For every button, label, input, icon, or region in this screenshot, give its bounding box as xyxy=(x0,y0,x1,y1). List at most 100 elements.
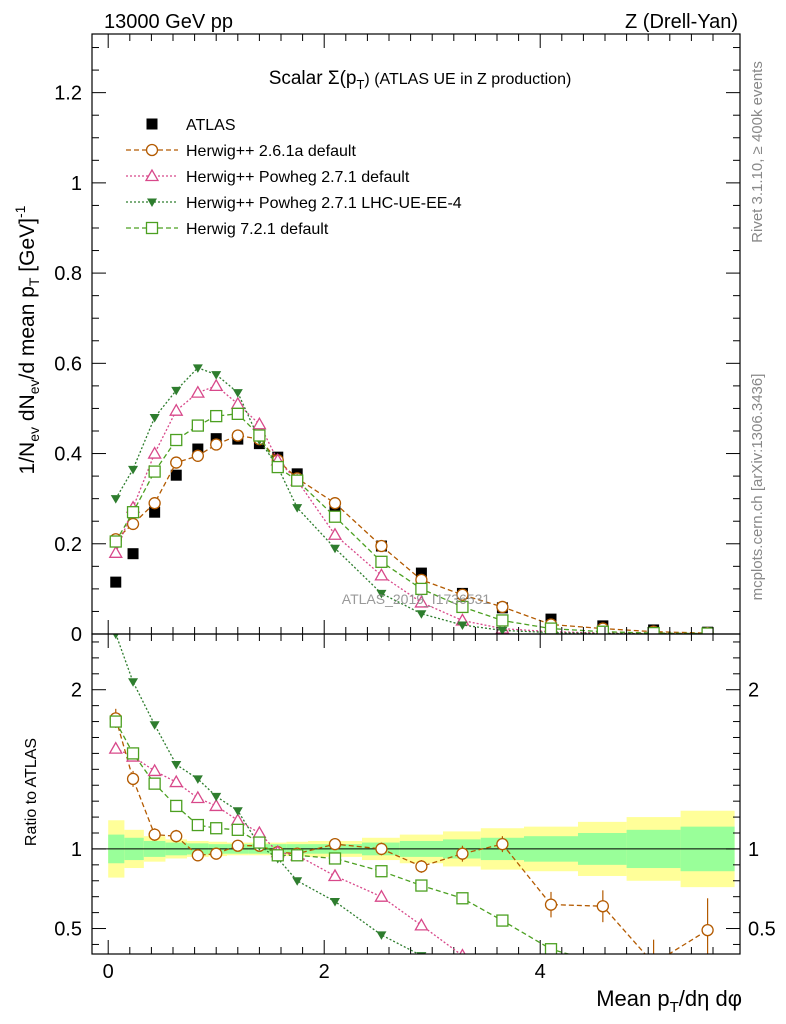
point-herwig721 xyxy=(496,614,509,627)
ratio-tick-label: 0.5 xyxy=(54,919,82,941)
ratio-point-herwig261a xyxy=(191,849,204,862)
point-herwig721 xyxy=(126,506,140,519)
point-herwig261a xyxy=(191,449,204,462)
ratio-axis-ticks: 0.5 0.5 1 1 2 2 xyxy=(54,641,776,945)
point-powheg-default xyxy=(374,568,389,581)
point-herwig261a xyxy=(456,588,469,601)
y-tick-label: 0 xyxy=(71,624,82,646)
ratio-point-herwig261a xyxy=(328,837,342,851)
legend-marker-atlas xyxy=(146,118,158,130)
ratio-panel: 0.5 0.5 1 1 2 2 xyxy=(54,633,776,999)
ratio-axis-label: Ratio to ATLAS xyxy=(23,738,40,846)
point-herwig261a xyxy=(170,456,183,469)
ratio-line-powheg-ee4 xyxy=(115,634,420,954)
ratio-point-powheg-default xyxy=(169,774,184,788)
point-powheg-ee4 xyxy=(232,389,243,398)
ratio-point-herwig261a xyxy=(496,837,509,851)
legend-entry-herwig721: Herwig 7.2.1 default xyxy=(126,221,329,238)
ratio-point-powheg-ee4 xyxy=(546,990,556,999)
y-tick-label: 0.2 xyxy=(54,534,82,556)
ratio-point-herwig721 xyxy=(231,823,244,836)
point-herwig721 xyxy=(647,626,660,634)
point-atlas xyxy=(127,548,139,560)
point-powheg-ee4 xyxy=(211,371,222,380)
ratio-point-powheg-ee4 xyxy=(112,634,119,639)
ratio-point-herwig721 xyxy=(253,836,266,849)
ratio-point-powheg-ee4 xyxy=(376,931,387,940)
point-powheg-ee4 xyxy=(376,589,387,599)
point-herwig721 xyxy=(544,622,558,634)
ratio-point-herwig721 xyxy=(109,715,122,728)
series-atlas xyxy=(110,433,714,634)
legend: ATLAS Herwig++ 2.6.1a default Herwig++ P… xyxy=(126,117,462,238)
point-powheg-default xyxy=(108,545,123,558)
ratio-point-powheg-ee4 xyxy=(497,982,507,991)
legend-marker-powheg-ee4 xyxy=(126,198,178,207)
ratio-point-powheg-default xyxy=(496,970,508,981)
ratio-point-herwig261a xyxy=(148,828,161,841)
ratio-point-herwig721 xyxy=(415,879,428,892)
header-left: 13000 GeV pp xyxy=(104,11,233,33)
ratio-point-herwig721 xyxy=(496,914,509,927)
legend-marker-powheg-default xyxy=(126,168,178,182)
ratio-point-powheg-default xyxy=(108,741,123,754)
header-right: Z (Drell-Yan) xyxy=(625,11,738,33)
legend-symbol xyxy=(147,198,157,207)
point-herwig721 xyxy=(415,582,428,596)
ratio-point-herwig721 xyxy=(271,849,284,862)
legend-label-powheg-default: Herwig++ Powheg 2.7.1 default xyxy=(186,169,410,186)
ratio-point-powheg-ee4 xyxy=(192,775,203,784)
point-herwig721 xyxy=(291,474,304,487)
x-axis-ticks: 0 2 4 xyxy=(103,34,714,983)
y-tick-label: 0.4 xyxy=(54,444,82,466)
ratio-point-herwig721 xyxy=(191,818,204,832)
ratio-point-powheg-default xyxy=(147,763,162,777)
chart-title: Scalar Σ(pT) (ATLAS UE in Z production) xyxy=(269,68,572,92)
point-atlas xyxy=(192,443,204,455)
point-herwig721 xyxy=(109,535,122,548)
legend-entry-powheg-ee4: Herwig++ Powheg 2.7.1 LHC-UE-EE-4 xyxy=(126,195,462,212)
ratio-point-powheg-default xyxy=(252,825,267,839)
legend-symbol xyxy=(144,168,160,182)
legend-symbol xyxy=(145,221,159,235)
ratio-point-herwig261a xyxy=(170,830,183,843)
x-axis-label: Mean pT/dη dφ xyxy=(596,986,742,1016)
ratio-point-herwig261a xyxy=(415,860,428,873)
point-herwig261a xyxy=(328,497,342,510)
legend-symbol xyxy=(146,118,158,130)
point-herwig721 xyxy=(210,409,223,423)
point-powheg-ee4 xyxy=(110,495,121,504)
point-powheg-default xyxy=(209,378,224,392)
rivet-version-label: Rivet 3.1.10, ≥ 400k events xyxy=(749,61,766,243)
ratio-point-herwig721 xyxy=(648,968,659,979)
x-tick-label: 4 xyxy=(535,961,546,983)
point-powheg-default xyxy=(252,416,267,430)
ratio-point-herwig261a xyxy=(456,847,469,860)
ratio-point-powheg-ee4 xyxy=(211,792,222,802)
point-powheg-ee4 xyxy=(192,364,203,373)
point-atlas xyxy=(415,567,427,579)
y-tick-label: 1.2 xyxy=(54,83,82,105)
point-herwig721 xyxy=(596,625,609,634)
legend-entry-atlas: ATLAS xyxy=(146,117,236,134)
ratio-series-powheg-ee4 xyxy=(112,634,556,999)
ratio-point-herwig721 xyxy=(328,852,342,865)
ratio-point-powheg-ee4 xyxy=(457,970,467,979)
point-herwig721 xyxy=(375,555,388,568)
ratio-point-herwig261a xyxy=(648,958,659,969)
legend-symbol xyxy=(145,143,159,157)
y-axis-label: 1/Nev dNev/d mean pT [GeV]-1 xyxy=(12,205,42,474)
point-herwig721 xyxy=(456,600,469,614)
ratio-point-powheg-ee4 xyxy=(171,761,182,770)
x-tick-label: 2 xyxy=(319,961,330,983)
point-herwig261a xyxy=(375,539,388,553)
ratio-point-herwig261a xyxy=(210,847,223,860)
point-powheg-default xyxy=(230,396,245,410)
analysis-watermark: ATLAS_2019_I1736531 xyxy=(342,591,491,607)
ratio-point-herwig721 xyxy=(210,822,223,835)
legend-entry-powheg-default: Herwig++ Powheg 2.7.1 default xyxy=(126,168,410,186)
ratio-point-herwig721 xyxy=(170,799,183,813)
point-powheg-ee4 xyxy=(457,621,468,630)
ratio-tick-label-right: 2 xyxy=(748,680,759,702)
ratio-point-powheg-ee4 xyxy=(292,877,303,886)
